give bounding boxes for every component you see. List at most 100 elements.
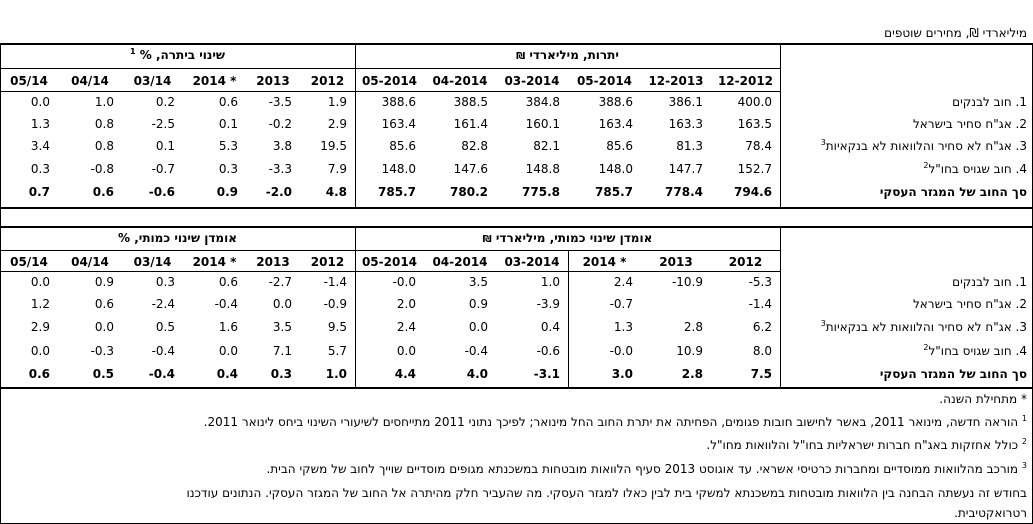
cell-balance: 785.7 [595,185,633,199]
cell-balance: 384.8 [525,95,560,109]
row-label: 4. חוב שגויס בחו"ל2 [923,343,1027,359]
cell-estimate: -0.7 [609,297,633,311]
grid-line [0,43,1033,45]
cell-balance: 780.2 [450,185,488,199]
cell-estimate: 2.8 [683,320,703,334]
cell-balance: 163.3 [668,117,703,131]
row-label: 2. אג"ח סחיר בישראל [912,117,1027,131]
cell-estimate: 3.0 [611,367,633,381]
cell-balance: 148.8 [525,162,560,176]
cell-balance: 81.3 [676,139,703,153]
row-label: 3. אג"ח לא סחיר והלוואות לא בנקאיות3 [820,138,1027,154]
cell-estimate: 0.0 [396,344,416,358]
cell-estimate: -3.9 [536,297,560,311]
cell-estimate: 7.5 [750,367,772,381]
cell-change: 5.3 [218,139,238,153]
cell-change: 3.8 [272,139,292,153]
cell-change: -0.7 [151,162,175,176]
cell-percent: -0.9 [323,297,347,311]
grid-line [355,226,356,387]
cell-estimate: 4.0 [466,367,488,381]
group-header-percent: אומדן שינוי כמותי, % [118,231,237,245]
footnote: רטרואקטיבית. [954,506,1027,520]
cell-balance: 152.7 [737,162,772,176]
footnote: * מתחילת השנה. [939,392,1027,406]
table-caption: מיליארדי ₪, מחירים שוטפים [884,26,1027,40]
cell-percent: -0.4 [151,344,175,358]
cell-balance: 161.4 [453,117,488,131]
cell-estimate: 10.9 [676,344,703,358]
cell-percent: 0.0 [30,344,50,358]
cell-percent: 5.7 [327,344,347,358]
cell-percent: 9.5 [327,320,347,334]
col-header: 05-2014 [576,74,633,88]
cell-percent: -0.4 [214,297,238,311]
cell-balance: 82.1 [533,139,560,153]
col-header: 2012 [310,255,345,269]
cell-percent: 7.1 [272,344,292,358]
cell-balance: 778.4 [665,185,703,199]
cell-balance: 400.0 [737,95,772,109]
cell-percent: 0.6 [94,297,114,311]
cell-percent: -2.7 [268,275,292,289]
cell-percent: 3.5 [272,320,292,334]
cell-change: 4.8 [325,185,347,199]
cell-percent: -1.4 [323,275,347,289]
row-label: סך החוב של המגזר העסקי [879,185,1027,199]
cell-percent: 0.4 [216,367,238,381]
cell-estimate: 0.9 [468,297,488,311]
cell-change: 0.1 [155,139,175,153]
cell-change: 0.2 [155,95,175,109]
cell-balance: 78.4 [745,139,772,153]
col-header: 04-2014 [432,255,488,269]
group-header-balances: יתרות, מיליארדי ₪ [516,48,619,62]
cell-balance: 82.8 [461,139,488,153]
grid-line [0,43,1,524]
col-header: 2013 [659,255,693,269]
group-header-change: שינוי ביתרה, % 1 [130,47,225,63]
grid-line [0,207,1033,209]
cell-percent: 0.9 [94,275,114,289]
col-header: 2014 * [192,74,237,88]
cell-estimate: 2.4 [396,320,416,334]
cell-estimate: -0.0 [392,275,416,289]
cell-percent: 0.0 [94,320,114,334]
cell-estimate: 0.0 [468,320,488,334]
cell-estimate: -5.3 [748,275,772,289]
cell-balance: 388.5 [453,95,488,109]
col-header: 2012 [728,255,763,269]
footnote: 2 כולל אחזקות באג"ח חברות ישראליות בחו"ל… [706,437,1027,453]
grid-line [568,250,569,387]
cell-change: 1.3 [30,117,50,131]
cell-percent: 2.9 [30,320,50,334]
cell-change: 0.8 [94,139,114,153]
cell-estimate: -1.4 [748,297,772,311]
col-header: 05-2014 [361,255,418,269]
cell-estimate: -0.4 [464,344,488,358]
col-header: 03-2014 [504,255,560,269]
cell-balance: 160.1 [525,117,560,131]
cell-change: 0.3 [30,162,50,176]
cell-estimate: -0.0 [609,344,633,358]
col-header: 2013 [256,255,290,269]
cell-estimate: 2.0 [396,297,416,311]
cell-estimate: -3.1 [533,367,560,381]
col-header: 05/14 [10,74,48,88]
cell-estimate: 2.4 [613,275,633,289]
cell-balance: 163.4 [598,117,633,131]
col-header: 03/14 [133,255,172,269]
cell-percent: 0.0 [272,297,292,311]
cell-change: 2.9 [327,117,347,131]
cell-balance: 388.6 [381,95,416,109]
row-label: 4. חוב שגויס בחו"ל2 [923,161,1027,177]
col-header: 04/14 [71,255,109,269]
col-header: 12-2013 [648,74,704,88]
cell-change: -0.6 [148,185,175,199]
grid-line [0,91,780,92]
cell-percent: -0.3 [90,344,114,358]
cell-estimate: -10.9 [671,275,703,289]
cell-balance: 785.7 [378,185,416,199]
col-header: 2014 * [192,255,237,269]
col-header: 2012 [310,74,345,88]
cell-change: 0.0 [30,95,50,109]
